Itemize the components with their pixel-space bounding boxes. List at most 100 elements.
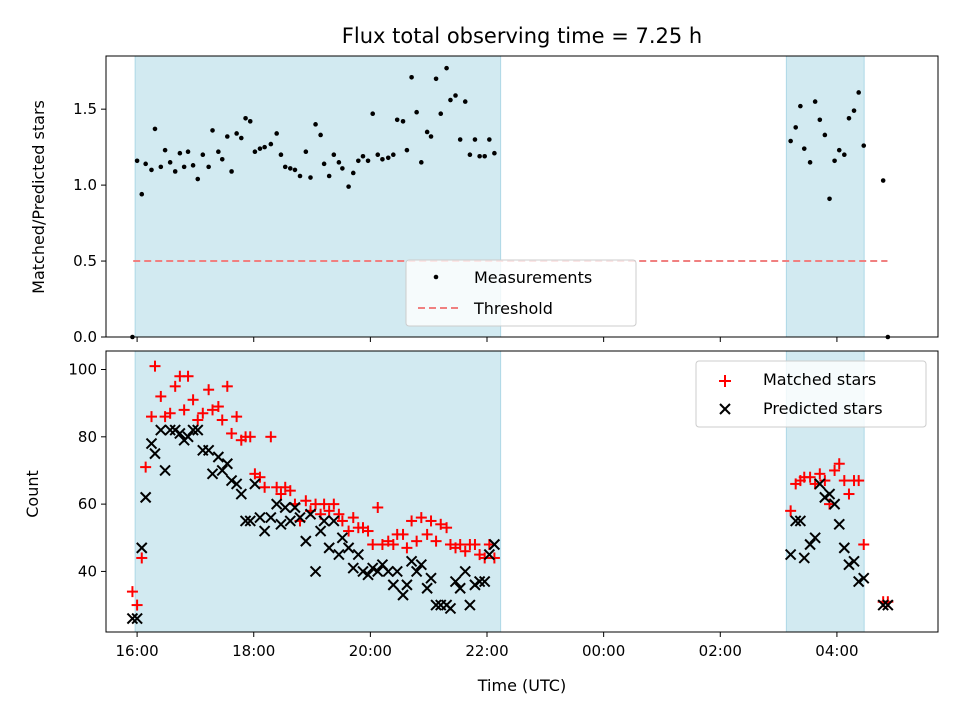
matched-star-point [804, 471, 816, 483]
matched-star-point [145, 411, 157, 423]
matched-star-point [829, 464, 841, 476]
predicted-star-point [833, 518, 845, 531]
predicted-star-point [270, 498, 283, 510]
bottom-x-ticks: 16:00 18:00 20:00 22:00 00:00 02:00 04:00 [115, 632, 859, 660]
predicted-star-point [333, 548, 345, 561]
matched-star-point [216, 414, 228, 426]
measurement-point [414, 109, 419, 115]
measurement-point [158, 164, 164, 170]
matched-star-point [169, 380, 181, 392]
matched-star-point [126, 586, 138, 598]
matched-star-point [136, 552, 148, 564]
matched-star-point [387, 539, 399, 551]
matched-star-point [421, 528, 433, 540]
predicted-star-point [430, 599, 442, 611]
bottom-axes-frame [105, 350, 939, 633]
top-x-ticks [136, 337, 838, 342]
predicted-star-point [488, 538, 501, 551]
measurement-point [181, 164, 187, 170]
predicted-star-point [382, 565, 394, 578]
bottom-shaded-spans [134, 350, 865, 633]
matched-star-point [254, 471, 266, 483]
measurement-point [238, 135, 244, 141]
predicted-star-point [410, 565, 423, 578]
predicted-star-point [221, 458, 234, 470]
measurement-point [229, 169, 234, 174]
matched-star-point [192, 414, 204, 426]
measurement-point [321, 161, 327, 167]
measurement-point [365, 158, 371, 164]
matched-star-point [441, 522, 453, 534]
measurement-point [832, 158, 837, 164]
predicted-star-point [225, 474, 238, 487]
predicted-star-point [145, 437, 158, 450]
matched-star-point [397, 528, 409, 540]
y-tick-label: 40 [78, 562, 97, 580]
matched-star-point [838, 475, 850, 487]
predicted-star-point [357, 565, 369, 578]
measurement-point [210, 128, 215, 133]
measurement-point [297, 173, 303, 179]
predicted-star-point [155, 424, 167, 436]
predicted-star-point [464, 599, 476, 611]
measurement-point [822, 132, 828, 138]
matched-star-point [131, 599, 143, 611]
measurement-point [846, 115, 852, 121]
x-tick-label: 02:00 [699, 642, 742, 660]
measurement-point [340, 166, 345, 171]
measurement-point [419, 160, 424, 165]
predicted-star-point [249, 478, 261, 490]
measurement-point [350, 170, 356, 176]
measurement-point [817, 117, 823, 123]
matched-star-point [406, 515, 418, 527]
legend-predicted-label: Predicted stars [763, 399, 883, 418]
measurement-point [216, 149, 221, 154]
predicted-star-point [478, 575, 491, 588]
predicted-star-point [425, 572, 437, 584]
matched-star-point [376, 539, 388, 551]
predicted-star-point [798, 552, 810, 564]
predicted-star-point [459, 565, 471, 578]
predicted-star-point [352, 548, 365, 561]
predicted-star-point [187, 424, 199, 436]
predicted-star-point [794, 515, 807, 527]
measurement-point [444, 65, 449, 71]
bottom-y-ticks: 40 60 80 100 [68, 361, 106, 580]
matched-star-point [275, 488, 287, 500]
predicted-star-point [366, 562, 379, 574]
matched-star-point [362, 525, 374, 537]
top-axes-frame [105, 55, 939, 338]
top-panel-ratio: 0.0 0.5 1.0 1.5 Matched/Predicted stars Mea… [29, 55, 939, 346]
predicted-star-point [882, 599, 894, 611]
y-tick-label: 80 [78, 428, 97, 446]
x-tick-label: 18:00 [232, 642, 275, 660]
matched-star-point [819, 475, 831, 487]
matched-star-point [140, 461, 152, 473]
top-shaded-spans [134, 55, 865, 338]
predicted-star-point [401, 579, 413, 591]
matched-star-point [833, 458, 845, 470]
measurement-point [346, 184, 351, 189]
predicted-star-point [275, 518, 287, 531]
matched-star-point [454, 539, 466, 551]
measurement-point [788, 138, 793, 144]
measurement-point [185, 149, 191, 154]
predicted-star-point [814, 478, 826, 490]
matched-star-point [347, 512, 359, 524]
matched-star-point [187, 394, 199, 406]
bottom-y-axis-label: Count [23, 470, 42, 518]
measurement-points [130, 65, 891, 340]
measurement-point [234, 131, 239, 136]
measurement-point [842, 152, 847, 158]
measurement-point [812, 99, 818, 104]
predicted-star-point [309, 565, 322, 578]
measurement-point [409, 74, 414, 80]
measurement-point [827, 196, 832, 202]
measurement-point [247, 119, 253, 124]
measurement-point [152, 126, 158, 132]
measurement-point [428, 134, 434, 139]
measurement-point [200, 152, 206, 158]
predicted-stars-points [126, 424, 894, 625]
measurement-point [380, 156, 385, 162]
